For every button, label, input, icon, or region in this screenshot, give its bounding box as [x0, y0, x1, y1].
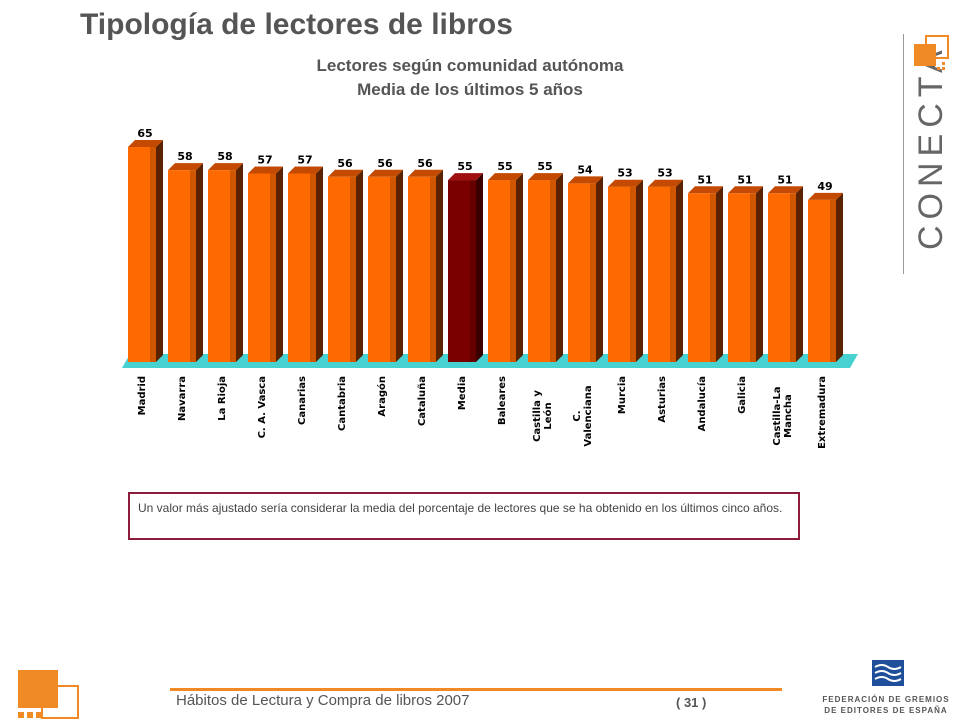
bar-3 — [248, 166, 283, 362]
federation-name: FEDERACIÓN DE GREMIOS DE EDITORES DE ESP… — [812, 694, 960, 716]
federation-logo-icon — [872, 660, 904, 686]
chart-title: Lectores según comunidad autónoma — [316, 56, 624, 75]
category-label-12: Murcia — [617, 376, 628, 414]
data-label-14: 51 — [697, 173, 712, 186]
data-label-0: 65 — [137, 127, 152, 140]
bar-14 — [688, 186, 723, 362]
federation-name-line1: FEDERACIÓN DE GREMIOS — [822, 695, 950, 704]
bar-10 — [528, 173, 563, 362]
category-label-17: Extremadura — [817, 376, 828, 449]
page-number: ( 31 ) — [676, 695, 707, 710]
category-label-16: Castilla-LaMancha — [772, 386, 794, 445]
category-label-0: Madrid — [137, 376, 148, 415]
bar-16 — [768, 186, 803, 362]
data-label-17: 49 — [817, 180, 832, 193]
federation-name-line2: DE EDITORES DE ESPAÑA — [824, 706, 948, 715]
category-label-4: Canarias — [297, 376, 308, 425]
category-label-15: Galicia — [737, 376, 748, 414]
note-box: Un valor más ajustado sería considerar l… — [128, 492, 800, 540]
category-label-14: Andalucía — [696, 376, 708, 431]
footer-divider — [170, 688, 782, 691]
data-label-10: 55 — [537, 160, 552, 173]
category-label-3: C. A. Vasca — [257, 376, 268, 438]
data-label-13: 53 — [657, 167, 672, 180]
bar-7 — [408, 169, 443, 362]
bar-5 — [328, 169, 363, 362]
bar-12 — [608, 179, 643, 362]
brand-divider — [903, 34, 904, 274]
corner-squares-icon — [18, 670, 79, 719]
bar-8 — [448, 173, 483, 362]
data-label-7: 56 — [417, 157, 433, 170]
bar-1 — [168, 163, 203, 362]
bar-2 — [208, 163, 243, 362]
category-label-10: Castilla yLeón — [532, 390, 554, 442]
bar-6 — [368, 169, 403, 362]
category-label-8: Media — [457, 376, 468, 410]
bar-11 — [568, 176, 603, 362]
data-label-1: 58 — [177, 150, 192, 163]
bar-9 — [488, 173, 523, 362]
brand-wordmark: CONECTA — [912, 44, 950, 250]
data-label-9: 55 — [497, 160, 512, 173]
footer-text: Hábitos de Lectura y Compra de libros 20… — [176, 692, 470, 709]
category-label-5: Cantabria — [337, 376, 348, 431]
bar-17 — [808, 192, 843, 362]
bar-15 — [728, 186, 763, 362]
data-label-12: 53 — [617, 167, 632, 180]
category-label-9: Baleares — [497, 376, 508, 425]
category-label-11: C.Valenciana — [572, 385, 594, 446]
data-label-11: 54 — [577, 163, 593, 176]
category-label-2: La Rioja — [217, 376, 228, 421]
data-label-8: 55 — [457, 160, 472, 173]
bar-13 — [648, 179, 683, 362]
data-label-16: 51 — [777, 173, 792, 186]
data-label-5: 56 — [337, 157, 353, 170]
data-label-2: 58 — [217, 150, 232, 163]
bar-chart: 65 Madrid 58 Navarra 58 La Rioja 57 C. A. Vasca… — [122, 127, 858, 449]
bar-0 — [128, 140, 163, 362]
category-label-1: Navarra — [177, 376, 188, 421]
data-label-6: 56 — [377, 157, 393, 170]
category-label-6: Aragón — [376, 376, 388, 417]
data-label-4: 57 — [297, 153, 312, 166]
data-label-15: 51 — [737, 173, 752, 186]
chart-subtitle: Media de los últimos 5 años — [357, 80, 583, 99]
brand-squares-icon — [914, 35, 949, 70]
page-title: Tipología de lectores de libros — [80, 8, 513, 41]
category-label-13: Asturias — [657, 376, 668, 423]
category-label-7: Cataluña — [417, 376, 428, 426]
bar-4 — [288, 166, 323, 362]
data-label-3: 57 — [257, 153, 272, 166]
